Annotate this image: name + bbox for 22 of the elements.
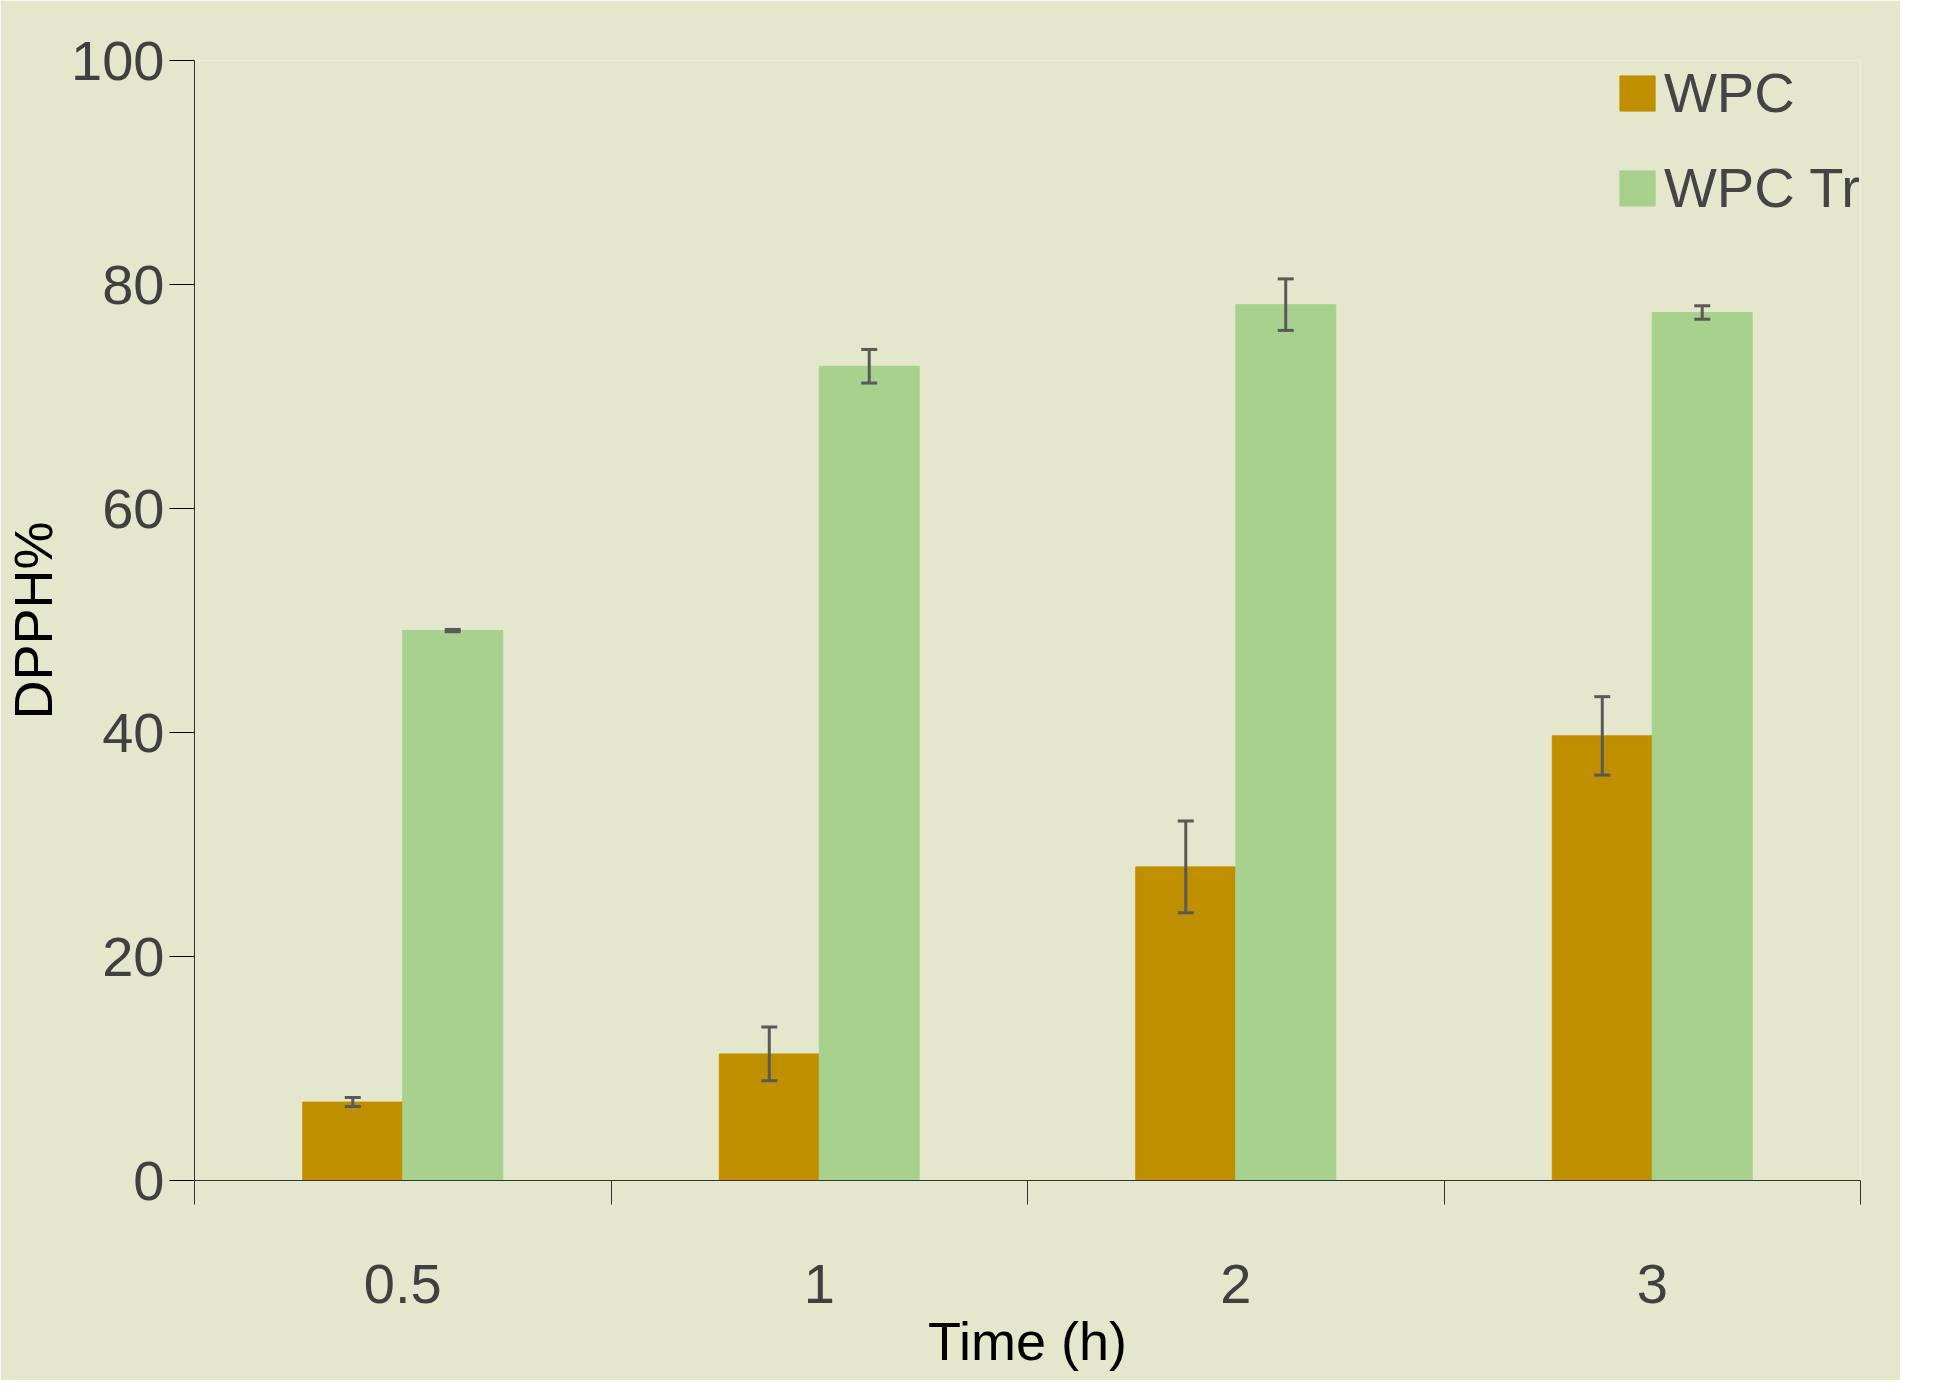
x-axis-title: Time (h) bbox=[928, 1310, 1127, 1371]
y-tick-label: 0 bbox=[133, 1148, 165, 1212]
y-tick-label: 80 bbox=[102, 252, 165, 316]
x-tick-label: 0.5 bbox=[363, 1251, 442, 1315]
y-axis-title: DPPH% bbox=[3, 521, 64, 720]
y-tick-label: 20 bbox=[102, 924, 165, 988]
bar bbox=[1135, 866, 1237, 1181]
bar bbox=[1651, 312, 1753, 1181]
y-tick-label: 60 bbox=[102, 476, 165, 540]
bar bbox=[1551, 735, 1653, 1181]
bar bbox=[402, 630, 504, 1181]
x-tick-label: 1 bbox=[803, 1251, 835, 1315]
bar bbox=[302, 1101, 404, 1181]
bar bbox=[1235, 304, 1337, 1181]
bar bbox=[718, 1053, 820, 1181]
x-tick-label: 2 bbox=[1220, 1251, 1252, 1315]
y-tick-label: 100 bbox=[71, 28, 165, 92]
legend-label: WPC bbox=[1664, 60, 1795, 125]
y-tick-label: 40 bbox=[102, 700, 165, 764]
bar bbox=[818, 365, 920, 1181]
legend-label: WPC Tr bbox=[1664, 155, 1860, 220]
x-tick-label: 3 bbox=[1636, 1251, 1668, 1315]
